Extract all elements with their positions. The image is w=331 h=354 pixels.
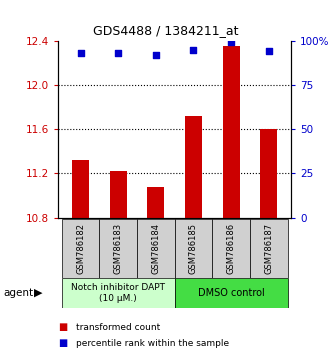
Bar xyxy=(62,278,175,308)
Text: ▶: ▶ xyxy=(34,288,42,298)
Text: ■: ■ xyxy=(58,322,67,332)
Bar xyxy=(62,219,99,278)
Text: GSM786183: GSM786183 xyxy=(114,223,123,274)
Bar xyxy=(72,160,89,218)
Bar xyxy=(110,171,127,218)
Bar xyxy=(185,116,202,218)
Text: agent: agent xyxy=(3,288,33,298)
Bar xyxy=(250,219,288,278)
Text: DMSO control: DMSO control xyxy=(198,288,264,298)
Point xyxy=(153,52,159,58)
Point xyxy=(78,50,83,56)
Text: ■: ■ xyxy=(58,338,67,348)
Bar xyxy=(175,278,288,308)
Bar xyxy=(137,219,175,278)
Text: transformed count: transformed count xyxy=(76,323,161,332)
Bar xyxy=(222,46,240,218)
Text: GSM786185: GSM786185 xyxy=(189,223,198,274)
Bar xyxy=(99,219,137,278)
Text: GSM786187: GSM786187 xyxy=(264,223,273,274)
Text: GSM786186: GSM786186 xyxy=(226,223,236,274)
Point xyxy=(116,50,121,56)
Text: GDS4488 / 1384211_at: GDS4488 / 1384211_at xyxy=(93,24,238,36)
Text: GSM786182: GSM786182 xyxy=(76,223,85,274)
Point xyxy=(228,40,234,45)
Text: percentile rank within the sample: percentile rank within the sample xyxy=(76,339,229,348)
Text: GSM786184: GSM786184 xyxy=(151,223,160,274)
Bar xyxy=(147,187,164,218)
Bar xyxy=(175,219,212,278)
Point xyxy=(191,47,196,52)
Bar xyxy=(260,129,277,218)
Bar xyxy=(212,219,250,278)
Text: Notch inhibitor DAPT
(10 μM.): Notch inhibitor DAPT (10 μM.) xyxy=(71,283,165,303)
Point xyxy=(266,48,271,54)
